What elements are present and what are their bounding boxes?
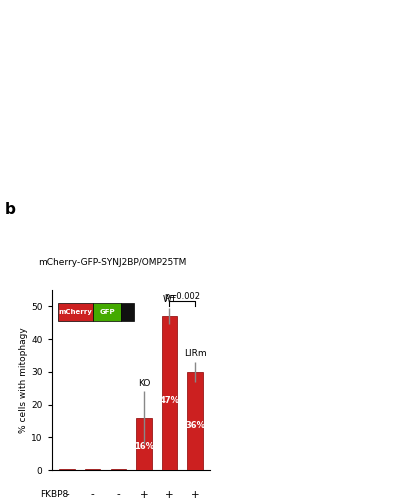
- Bar: [110, 469, 126, 470]
- Bar: [162, 316, 177, 470]
- Text: -: -: [91, 490, 94, 500]
- Text: KO: KO: [138, 378, 150, 388]
- FancyBboxPatch shape: [58, 302, 93, 320]
- Text: p=0.002: p=0.002: [164, 292, 200, 301]
- Text: 47%: 47%: [160, 396, 179, 406]
- Text: mCherry: mCherry: [58, 308, 93, 314]
- Text: WT: WT: [162, 295, 177, 304]
- Bar: [59, 469, 75, 470]
- Text: LIRm: LIRm: [184, 349, 206, 358]
- Text: FKBP8: FKBP8: [40, 490, 68, 499]
- Text: mCherry-GFP-SYNJ2BP/OMP25TM: mCherry-GFP-SYNJ2BP/OMP25TM: [38, 258, 186, 266]
- Text: b: b: [5, 202, 15, 218]
- Y-axis label: % cells with mitophagy: % cells with mitophagy: [19, 327, 28, 433]
- Bar: [136, 418, 152, 470]
- Bar: [187, 372, 203, 470]
- Text: 16%: 16%: [134, 442, 154, 451]
- Text: +: +: [139, 490, 148, 500]
- FancyBboxPatch shape: [121, 302, 134, 320]
- Text: +: +: [165, 490, 174, 500]
- Text: -: -: [116, 490, 120, 500]
- Text: GFP: GFP: [99, 308, 115, 314]
- FancyBboxPatch shape: [93, 302, 121, 320]
- Text: +: +: [191, 490, 199, 500]
- Text: -: -: [65, 490, 69, 500]
- Bar: [85, 469, 100, 470]
- Text: 36%: 36%: [185, 422, 205, 430]
